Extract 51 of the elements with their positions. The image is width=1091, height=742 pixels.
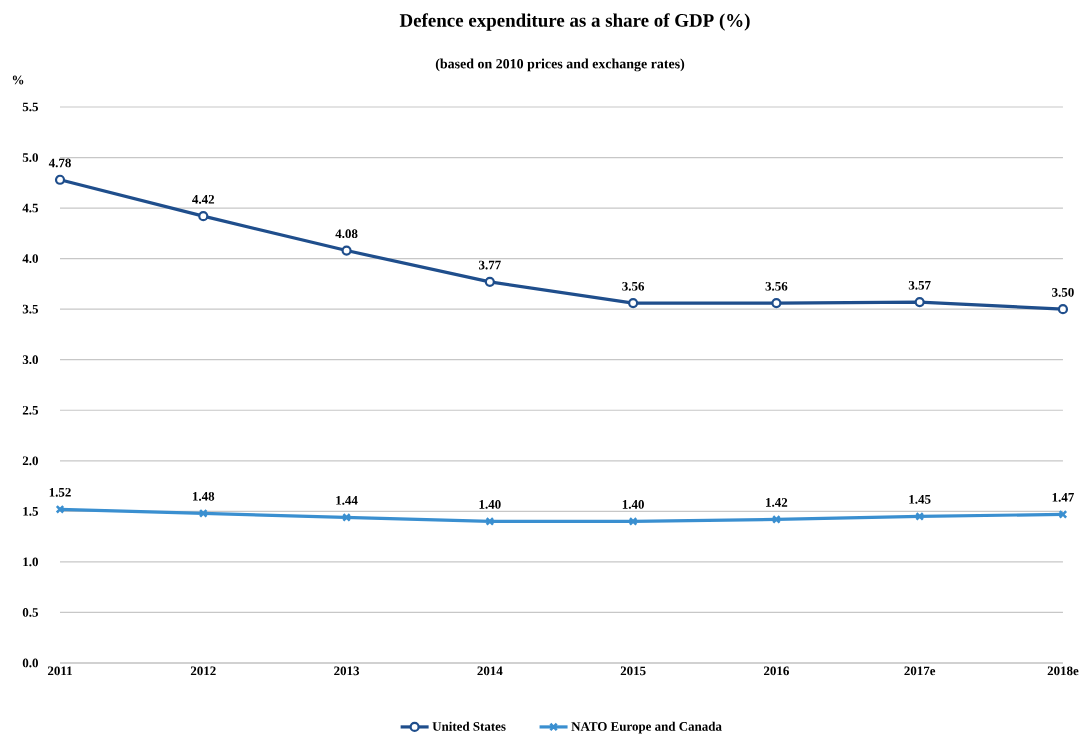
y-tick-label: 0.5 (22, 608, 39, 617)
chart-title: Defence expenditure as a share of GDP (%) (399, 13, 750, 31)
y-axis-title: % (12, 75, 24, 85)
data-label: 3.57 (908, 280, 931, 290)
point (342, 512, 352, 522)
point (484, 276, 495, 287)
x-tick-label: 2016 (763, 666, 789, 676)
point (771, 298, 782, 309)
data-label: 4.78 (48, 158, 71, 168)
y-tick-label: 1.5 (23, 506, 39, 516)
data-label: 1.47 (1052, 493, 1074, 502)
data-label: 1.40 (622, 500, 644, 509)
point (198, 211, 209, 222)
data-label: 3.77 (478, 260, 501, 270)
data-label: 3.56 (622, 281, 645, 291)
y-tick-label: 5.5 (22, 102, 39, 112)
y-tick-label: 3.0 (22, 355, 38, 365)
y-tick-label: 3.5 (22, 304, 39, 314)
y-tick-label: 4.0 (22, 254, 38, 264)
data-label: 3.50 (1052, 287, 1074, 297)
point (914, 296, 925, 308)
data-label: 1.48 (192, 491, 215, 501)
x-tick-label: 2017e (904, 666, 936, 676)
data-label: 1.44 (336, 496, 358, 505)
data-label: 1.52 (49, 487, 71, 497)
point (628, 298, 639, 309)
point (1057, 304, 1069, 315)
data-label: 1.45 (909, 495, 931, 504)
x-tick-label: 2013 (334, 666, 360, 676)
chart-subtitle: (based on 2010 prices and exchange rates) (435, 58, 685, 72)
y-tick-label: 2.5 (22, 405, 39, 415)
data-label: 1.40 (479, 500, 501, 509)
legend-label: NATO Europe and Canada (571, 721, 722, 734)
x-tick-label: 2012 (190, 666, 216, 676)
y-tick-label: 2.0 (22, 456, 38, 466)
data-label: 4.08 (335, 229, 358, 239)
y-tick-label: 4.5 (22, 203, 39, 213)
data-label: 3.56 (765, 281, 788, 291)
data-label: 4.42 (192, 194, 215, 204)
y-tick-label: 0.0 (22, 658, 38, 668)
point (771, 514, 781, 524)
x-tick-label: 2015 (620, 666, 646, 676)
point (341, 245, 352, 256)
y-tick-label: 5.0 (22, 153, 38, 162)
y-tick-label: 1.0 (23, 557, 38, 567)
x-tick-label: 2011 (47, 666, 72, 676)
point (54, 174, 66, 185)
data-label: 1.42 (766, 498, 788, 507)
x-tick-label: 2018e (1047, 666, 1079, 676)
x-tick-label: 2014 (477, 666, 503, 676)
legend-label: United States (432, 721, 506, 731)
